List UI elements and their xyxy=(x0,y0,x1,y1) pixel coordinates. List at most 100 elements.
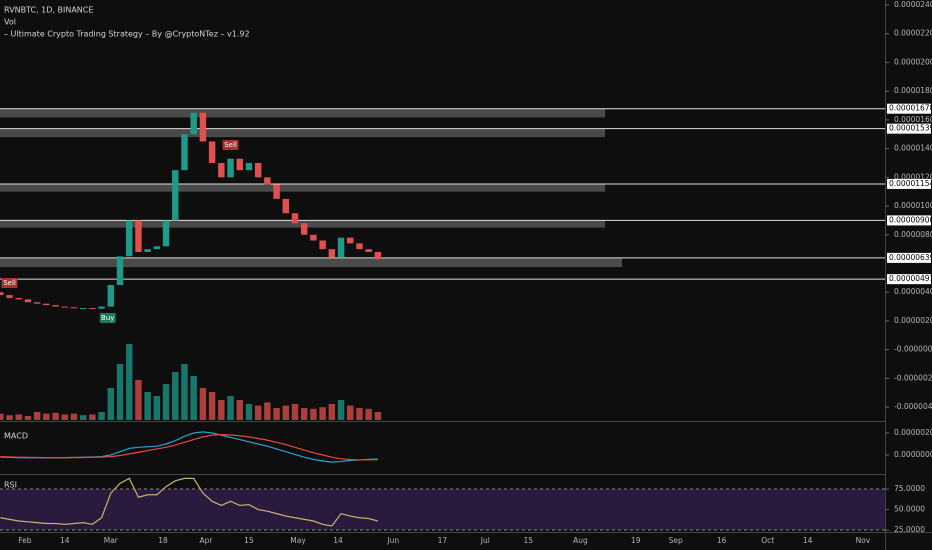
volume-bar xyxy=(264,402,271,420)
candle-body xyxy=(365,249,372,252)
volume-bar xyxy=(374,412,382,420)
candle-body xyxy=(144,249,151,252)
y-tick-label: 0.00000000 xyxy=(894,450,932,459)
signal-label: Sell xyxy=(224,141,237,149)
volume-bar xyxy=(337,400,345,420)
candle-body xyxy=(70,307,78,309)
volume-bar xyxy=(0,413,4,420)
candle-body xyxy=(107,285,115,307)
volume-bar xyxy=(208,392,216,420)
volume-bar xyxy=(273,408,280,420)
candle-body xyxy=(98,306,105,309)
volume-bar xyxy=(153,396,161,420)
volume-bar xyxy=(15,414,22,420)
level-label: 0.00001678 xyxy=(889,104,932,113)
y-tick-label: 0.00001400 xyxy=(894,144,932,153)
x-tick-label: 17 xyxy=(438,536,448,545)
candle-body xyxy=(33,302,41,304)
signal-label: Buy xyxy=(101,314,114,322)
y-tick-label: 50.0000 xyxy=(894,505,925,514)
volume-bar xyxy=(98,412,105,420)
volume-bar xyxy=(310,408,317,420)
x-tick-label: 15 xyxy=(244,536,254,545)
volume-bar xyxy=(144,392,151,420)
candle-body xyxy=(43,303,50,306)
candle-body xyxy=(89,308,96,309)
candle-body xyxy=(236,158,243,171)
level-label: 0.00000491 xyxy=(889,274,932,283)
x-tick-label: 14 xyxy=(60,536,70,545)
x-tick-label: 16 xyxy=(717,536,727,545)
candle-body xyxy=(162,220,170,247)
x-tick-label: Jun xyxy=(386,536,399,545)
candle-body xyxy=(208,141,216,163)
volume-bar xyxy=(61,414,68,420)
candle-body xyxy=(126,220,133,257)
level-zone xyxy=(0,257,622,268)
y-tick-label: 0.00000400 xyxy=(894,287,932,296)
level-label-box xyxy=(887,103,931,114)
candle-body xyxy=(0,292,4,296)
x-tick-label: 15 xyxy=(524,536,534,545)
volume-bar xyxy=(291,404,299,420)
y-tick-label: 0.00001000 xyxy=(894,201,932,210)
candle-body xyxy=(356,243,363,250)
x-tick-label: 18 xyxy=(158,536,168,545)
volume-bar xyxy=(227,396,234,420)
y-tick-label: 0.00000200 xyxy=(894,316,932,325)
level-label-box xyxy=(887,252,931,263)
volume-bar xyxy=(319,407,326,420)
x-tick-label: Feb xyxy=(18,536,32,545)
candle-body xyxy=(282,198,290,214)
level-label: 0.00000639 xyxy=(889,253,932,262)
volume-bar xyxy=(43,413,50,420)
level-zone xyxy=(0,128,606,138)
candle-body xyxy=(24,299,32,303)
volume-bar xyxy=(135,380,142,420)
volume-bar xyxy=(24,416,32,420)
volume-bar xyxy=(356,408,363,420)
level-label-box xyxy=(887,274,931,285)
volume-bar xyxy=(190,376,197,420)
y-tick-label: -0.00000000 xyxy=(894,345,932,354)
volume-bar xyxy=(347,405,354,420)
volume-bar xyxy=(218,400,225,420)
x-tick-label: 14 xyxy=(333,536,343,545)
candle-body xyxy=(181,134,188,171)
y-tick-label: 0.00001600 xyxy=(894,115,932,124)
candle-body xyxy=(172,170,179,221)
candle-body xyxy=(61,306,68,308)
y-tick-label: 0.00002000 xyxy=(894,57,932,66)
x-tick-label: Sep xyxy=(669,536,683,545)
y-tick-label: 0.00001200 xyxy=(894,172,932,181)
x-tick-label: Nov xyxy=(856,536,871,545)
volume-bar xyxy=(282,405,290,420)
candle-body xyxy=(190,112,197,135)
volume-bar xyxy=(33,412,41,420)
volume-bar xyxy=(162,384,170,420)
chart-title: RVNBTC, 1D, BINANCE xyxy=(4,6,93,15)
x-tick-label: Oct xyxy=(761,536,774,545)
volume-bar xyxy=(52,412,59,420)
x-tick-label: Aug xyxy=(573,536,588,545)
volume-bar xyxy=(300,408,308,420)
y-tick-label: 0.00001800 xyxy=(894,86,932,95)
candle-body xyxy=(300,223,308,235)
y-tick-label: 0.00002200 xyxy=(894,29,932,38)
volume-bar xyxy=(328,404,336,420)
volume-bar xyxy=(245,404,253,420)
candle-body xyxy=(310,234,317,241)
signal-badge xyxy=(1,278,18,289)
volume-bar xyxy=(172,372,179,420)
level-label-box xyxy=(887,123,931,134)
level-zone xyxy=(0,183,606,192)
volume-bar xyxy=(254,405,262,420)
candle-body xyxy=(254,162,262,178)
signal-line xyxy=(0,434,378,461)
signal-badge xyxy=(99,313,116,324)
candle-body xyxy=(6,295,13,298)
y-tick-label: 25.0000 xyxy=(894,525,925,534)
volume-bar xyxy=(181,364,188,420)
x-tick-label: Jul xyxy=(480,536,490,545)
